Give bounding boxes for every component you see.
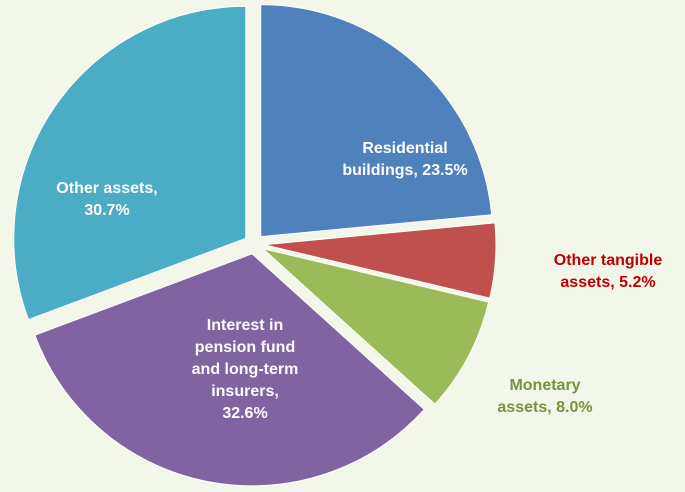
pie-slice: [260, 4, 493, 238]
label-line: assets, 8.0%: [497, 399, 592, 416]
label-line: and long-term: [192, 361, 299, 378]
pie-slice: [34, 253, 425, 487]
label-line: 32.6%: [222, 405, 267, 422]
label-line: Other tangible: [554, 252, 663, 269]
label-line: pension fund: [195, 339, 295, 356]
pie-slice: [263, 222, 497, 299]
label-line: Monetary: [509, 377, 580, 394]
label-line: Interest in: [207, 317, 283, 334]
label-line: buildings, 23.5%: [342, 162, 467, 179]
label-line: Residential: [362, 140, 447, 157]
data-label: Interest in pension fund and long-term insu…: [192, 317, 299, 422]
pie-slice: [262, 248, 490, 405]
label-line: 30.7%: [84, 202, 129, 219]
data-label: Other assets, 30.7%: [56, 180, 157, 219]
label-line: assets, 5.2%: [560, 274, 655, 291]
data-label: Other tangible assets, 5.2%: [554, 252, 663, 291]
label-line: Other assets,: [56, 180, 157, 197]
data-label: Monetary assets, 8.0%: [497, 377, 592, 416]
label-line: insurers,: [211, 383, 279, 400]
pie-slice: [13, 5, 247, 321]
data-label: Residential buildings, 23.5%: [342, 140, 467, 179]
